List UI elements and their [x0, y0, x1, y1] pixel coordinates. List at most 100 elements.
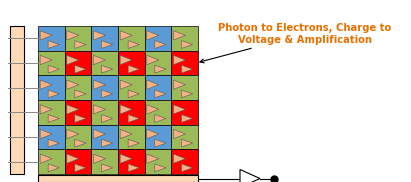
Polygon shape: [67, 105, 79, 114]
Bar: [38, 100, 65, 125]
Bar: [65, 100, 91, 125]
Polygon shape: [75, 139, 86, 147]
Polygon shape: [67, 31, 79, 40]
Polygon shape: [128, 90, 139, 98]
Bar: [65, 125, 91, 149]
Bar: [91, 125, 118, 149]
Polygon shape: [75, 114, 86, 122]
Polygon shape: [147, 105, 159, 114]
Polygon shape: [40, 105, 52, 114]
Bar: [171, 125, 198, 149]
Polygon shape: [48, 114, 59, 122]
Polygon shape: [147, 129, 159, 139]
Polygon shape: [67, 55, 79, 65]
Polygon shape: [182, 90, 193, 98]
Bar: [38, 26, 65, 51]
Polygon shape: [147, 154, 159, 163]
Polygon shape: [93, 55, 106, 65]
Polygon shape: [240, 169, 260, 182]
Polygon shape: [40, 154, 52, 163]
Bar: [38, 149, 65, 174]
Bar: [145, 149, 171, 174]
Polygon shape: [182, 139, 193, 147]
Text: Photon to Electrons, Charge to
Voltage & Amplification: Photon to Electrons, Charge to Voltage &…: [200, 23, 392, 63]
Polygon shape: [102, 90, 113, 98]
Polygon shape: [155, 41, 166, 48]
Polygon shape: [93, 105, 106, 114]
Bar: [65, 26, 91, 51]
Polygon shape: [120, 55, 132, 65]
Polygon shape: [120, 80, 132, 89]
Polygon shape: [128, 114, 139, 122]
Bar: [91, 51, 118, 75]
Polygon shape: [40, 55, 52, 65]
Bar: [118, 75, 145, 100]
Bar: [91, 75, 118, 100]
Polygon shape: [155, 139, 166, 147]
Bar: [118, 26, 145, 51]
Bar: [91, 100, 118, 125]
Polygon shape: [182, 164, 193, 172]
Polygon shape: [48, 65, 59, 73]
Polygon shape: [67, 80, 79, 89]
Polygon shape: [173, 105, 185, 114]
Bar: [145, 125, 171, 149]
Polygon shape: [147, 80, 159, 89]
Bar: [38, 125, 65, 149]
Polygon shape: [102, 139, 113, 147]
Polygon shape: [48, 164, 59, 172]
Polygon shape: [155, 65, 166, 73]
Polygon shape: [48, 41, 59, 48]
Polygon shape: [182, 65, 193, 73]
Bar: [145, 51, 171, 75]
Bar: [118, 51, 145, 75]
Polygon shape: [75, 90, 86, 98]
Polygon shape: [102, 41, 113, 48]
Bar: [38, 75, 65, 100]
Bar: [171, 26, 198, 51]
Bar: [65, 149, 91, 174]
Polygon shape: [93, 129, 106, 139]
Polygon shape: [155, 114, 166, 122]
Polygon shape: [120, 105, 132, 114]
Polygon shape: [182, 41, 193, 48]
Polygon shape: [93, 31, 106, 40]
Polygon shape: [67, 129, 79, 139]
Polygon shape: [40, 129, 52, 139]
Polygon shape: [128, 65, 139, 73]
Bar: [145, 100, 171, 125]
Polygon shape: [128, 139, 139, 147]
Polygon shape: [182, 114, 193, 122]
Bar: [171, 149, 198, 174]
Polygon shape: [173, 129, 185, 139]
Bar: [171, 75, 198, 100]
Bar: [145, 26, 171, 51]
Polygon shape: [120, 154, 132, 163]
Polygon shape: [40, 80, 52, 89]
Polygon shape: [102, 164, 113, 172]
Bar: [65, 51, 91, 75]
Bar: [171, 51, 198, 75]
Polygon shape: [155, 164, 166, 172]
Polygon shape: [173, 55, 185, 65]
Polygon shape: [147, 55, 159, 65]
Polygon shape: [48, 90, 59, 98]
Polygon shape: [75, 65, 86, 73]
Polygon shape: [75, 41, 86, 48]
Polygon shape: [147, 31, 159, 40]
Bar: [118, 100, 145, 125]
Polygon shape: [93, 154, 106, 163]
Bar: [38, 51, 65, 75]
Polygon shape: [67, 154, 79, 163]
Polygon shape: [120, 31, 132, 40]
Bar: [65, 75, 91, 100]
Polygon shape: [75, 164, 86, 172]
Polygon shape: [173, 80, 185, 89]
Polygon shape: [120, 129, 132, 139]
Bar: [10, 26, 24, 174]
Polygon shape: [102, 114, 113, 122]
Polygon shape: [128, 41, 139, 48]
Bar: [171, 100, 198, 125]
Polygon shape: [40, 31, 52, 40]
Polygon shape: [102, 65, 113, 73]
